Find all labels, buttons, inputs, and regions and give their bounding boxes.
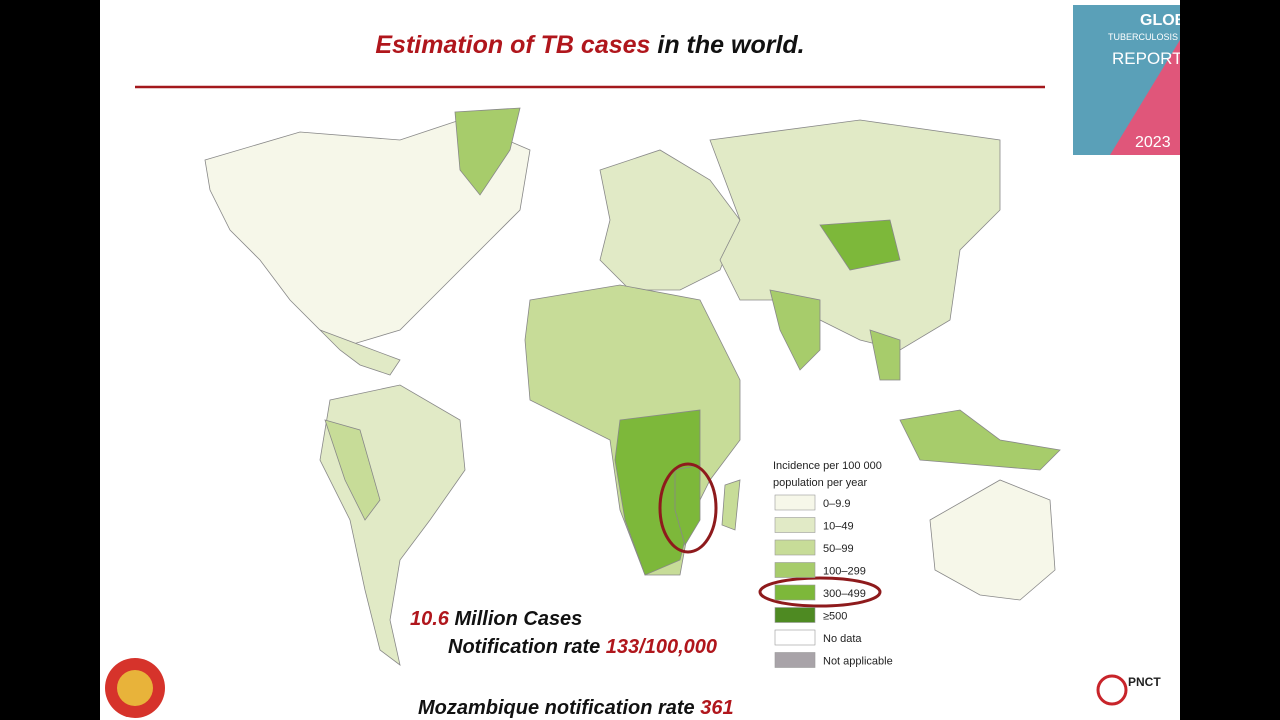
moz-value: 361	[700, 697, 733, 719]
moz-stat: Mozambique notification rate 361	[418, 697, 734, 719]
legend-label: 300–499	[823, 588, 866, 600]
title: Estimation of TB cases in the world.	[375, 31, 804, 59]
emblem	[105, 658, 165, 718]
legend-label: 100–299	[823, 566, 866, 578]
cover-text: TUBERCULOSIS	[1108, 32, 1178, 42]
cover-text: GLOBA	[1140, 12, 1180, 29]
north-america	[204, 119, 531, 346]
europe	[599, 149, 741, 291]
cases-value: 10.6	[410, 608, 450, 630]
pnct-text: PNCT	[1128, 675, 1161, 689]
mongolia	[819, 219, 901, 271]
legend-label: No data	[823, 633, 862, 645]
rate-value: 133/100,000	[606, 636, 717, 658]
cover-shape	[1110, 40, 1180, 155]
rate-text: Notification rate	[448, 636, 606, 658]
legend-swatch	[774, 517, 816, 533]
legend-title: Incidence per 100 000	[773, 460, 882, 472]
legend-highlight	[758, 576, 882, 608]
legend-swatch	[774, 629, 816, 646]
legend-swatch	[774, 494, 816, 511]
legend-swatch	[774, 652, 816, 668]
slide: Estimation of TB cases in the world. Inc…	[100, 0, 1180, 720]
moz-text: Mozambique notification rate	[418, 697, 700, 719]
southern-africa	[614, 409, 701, 576]
central-america	[319, 329, 401, 376]
southeast-asia	[869, 329, 901, 381]
cover-text: REPORT	[1112, 49, 1180, 68]
title-rest: in the world.	[650, 31, 804, 59]
emblem-shape	[117, 670, 153, 706]
legend-label: 0–9.9	[823, 498, 851, 510]
legend-label: ≥500	[823, 611, 847, 623]
australia	[929, 479, 1056, 601]
slide-graphics: Estimation of TB cases in the world. Inc…	[105, 5, 1180, 719]
india	[769, 289, 821, 371]
mozambique-highlight	[658, 462, 718, 554]
legend-label: 50–99	[823, 543, 854, 555]
legend-label: Not applicable	[823, 656, 893, 668]
legend-title: population per year	[773, 477, 868, 489]
pnct-mark	[1096, 674, 1128, 706]
report-cover: GLOBA TUBERCULOSIS REPORT 2023	[1073, 5, 1180, 155]
greenland	[454, 107, 521, 196]
legend-swatch	[774, 584, 816, 601]
madagascar	[721, 479, 741, 531]
cases-text: Million Cases	[449, 608, 582, 630]
indonesia	[899, 409, 1061, 471]
pnct-logo: PNCT	[1096, 674, 1161, 706]
legend-swatch	[774, 607, 816, 623]
cover-text: 2023	[1135, 134, 1171, 151]
legend-swatch	[774, 562, 816, 578]
world-map	[204, 107, 1061, 666]
legend-label: 10–49	[823, 521, 854, 533]
legend: Incidence per 100 000 population per yea…	[773, 460, 893, 668]
cases-stat: 10.6 Million Cases	[410, 608, 582, 630]
title-highlight: Estimation of TB cases	[375, 31, 650, 59]
legend-swatch	[774, 539, 816, 556]
rate-stat: Notification rate 133/100,000	[448, 636, 717, 658]
peru-bolivia	[324, 419, 381, 521]
